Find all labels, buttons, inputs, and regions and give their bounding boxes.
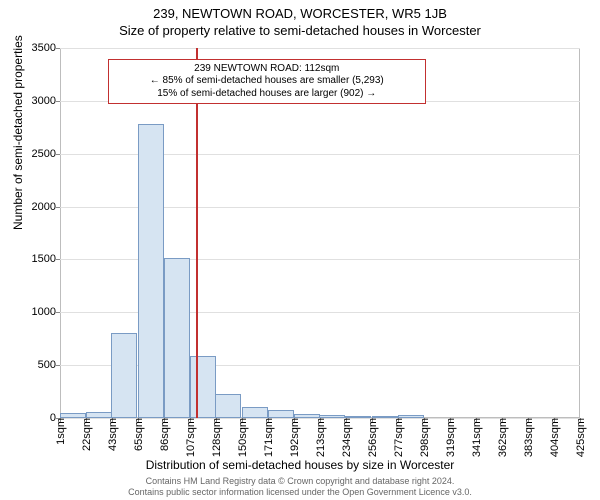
- histogram-bar: [268, 410, 294, 418]
- y-tick-label: 500: [38, 359, 60, 371]
- histogram-bar: [60, 413, 86, 418]
- chart-title-main: 239, NEWTOWN ROAD, WORCESTER, WR5 1JB: [0, 0, 600, 21]
- y-gridline: [60, 48, 580, 49]
- credits-line1: Contains HM Land Registry data © Crown c…: [0, 476, 600, 487]
- info-box-line: 239 NEWTOWN ROAD: 112sqm: [115, 63, 419, 76]
- x-tick-label: 362sqm: [495, 418, 509, 457]
- chart-container: 239, NEWTOWN ROAD, WORCESTER, WR5 1JB Si…: [0, 0, 600, 500]
- histogram-bar: [242, 407, 268, 418]
- x-tick-label: 86sqm: [157, 418, 171, 451]
- credits-line2: Contains public sector information licen…: [0, 487, 600, 498]
- histogram-bar: [345, 416, 371, 418]
- x-tick-label: 43sqm: [105, 418, 119, 451]
- histogram-bar: [111, 333, 137, 418]
- x-tick-label: 22sqm: [79, 418, 93, 451]
- histogram-bar: [164, 258, 190, 418]
- info-box-line: ← 85% of semi-detached houses are smalle…: [115, 75, 419, 88]
- y-tick-label: 3000: [32, 95, 60, 107]
- x-tick-label: 128sqm: [209, 418, 223, 457]
- x-tick-label: 65sqm: [131, 418, 145, 451]
- x-axis-title: Distribution of semi-detached houses by …: [0, 458, 600, 472]
- x-tick-label: 404sqm: [547, 418, 561, 457]
- histogram-bar: [294, 414, 320, 418]
- x-tick-label: 298sqm: [417, 418, 431, 457]
- y-tick-label: 3500: [32, 42, 60, 54]
- x-tick-label: 150sqm: [235, 418, 249, 457]
- x-tick-label: 341sqm: [469, 418, 483, 457]
- credits: Contains HM Land Registry data © Crown c…: [0, 476, 600, 498]
- x-tick-label: 1sqm: [53, 418, 67, 445]
- histogram-bar: [86, 412, 112, 418]
- x-tick-label: 171sqm: [261, 418, 275, 457]
- y-axis-title: Number of semi-detached properties: [11, 35, 25, 230]
- histogram-bar: [372, 416, 398, 418]
- info-box-line: 15% of semi-detached houses are larger (…: [115, 88, 419, 101]
- x-tick-label: 192sqm: [287, 418, 301, 457]
- x-tick-label: 383sqm: [521, 418, 535, 457]
- y-tick-label: 2000: [32, 201, 60, 213]
- histogram-bar: [138, 124, 164, 418]
- histogram-bar: [190, 356, 216, 418]
- x-tick-label: 277sqm: [391, 418, 405, 457]
- x-tick-label: 256sqm: [365, 418, 379, 457]
- histogram-bar: [398, 415, 424, 418]
- plot-area: 05001000150020002500300035001sqm22sqm43s…: [60, 48, 580, 418]
- x-tick-label: 319sqm: [443, 418, 457, 457]
- x-tick-label: 425sqm: [573, 418, 587, 457]
- histogram-bar: [215, 394, 241, 418]
- x-tick-label: 213sqm: [313, 418, 327, 457]
- y-tick-label: 2500: [32, 148, 60, 160]
- y-tick-label: 1000: [32, 306, 60, 318]
- info-box: 239 NEWTOWN ROAD: 112sqm← 85% of semi-de…: [108, 59, 426, 105]
- x-tick-label: 107sqm: [183, 418, 197, 457]
- histogram-bar: [319, 415, 345, 418]
- chart-title-sub: Size of property relative to semi-detach…: [0, 21, 600, 38]
- y-tick-label: 1500: [32, 253, 60, 265]
- x-tick-label: 234sqm: [339, 418, 353, 457]
